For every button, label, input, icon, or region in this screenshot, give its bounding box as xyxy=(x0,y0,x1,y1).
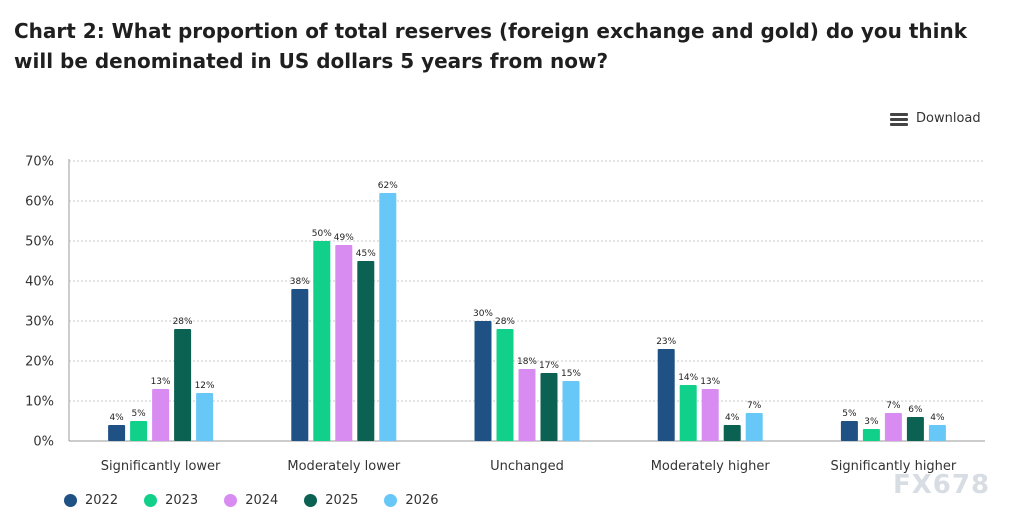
data-label: 14% xyxy=(678,373,698,383)
bar-2026-2 xyxy=(562,381,580,441)
legend-item-2025[interactable]: 2025 xyxy=(304,493,358,508)
download-button[interactable]: Download xyxy=(890,111,981,126)
legend-label: 2026 xyxy=(405,493,439,508)
chart-legend: 2022 2023 2024 2025 2026 xyxy=(64,493,438,508)
data-label: 13% xyxy=(700,377,720,387)
y-tick-label: 10% xyxy=(25,395,54,410)
data-label: 30% xyxy=(473,309,493,319)
data-label: 4% xyxy=(109,413,124,423)
data-label: 62% xyxy=(378,181,398,191)
legend-swatch xyxy=(384,494,398,507)
bar-2024-4 xyxy=(884,413,902,441)
data-label: 28% xyxy=(495,317,515,327)
data-label: 4% xyxy=(725,413,740,423)
bar-2025-3 xyxy=(723,425,741,441)
y-tick-label: 20% xyxy=(25,355,54,370)
legend-item-2023[interactable]: 2023 xyxy=(144,493,198,508)
legend-item-2022[interactable]: 2022 xyxy=(64,493,118,508)
bar-2024-3 xyxy=(701,389,719,441)
bar-2025-4 xyxy=(906,417,924,441)
bar-2022-0 xyxy=(108,425,126,441)
data-label: 18% xyxy=(517,357,537,367)
y-tick-label: 0% xyxy=(33,435,54,450)
data-label: 5% xyxy=(131,409,146,419)
data-label: 7% xyxy=(747,401,762,411)
bar-2022-3 xyxy=(657,349,675,441)
x-tick-label: Moderately lower xyxy=(287,459,400,474)
x-tick-label: Moderately higher xyxy=(651,459,771,474)
bar-2024-2 xyxy=(518,369,536,441)
bar-2024-0 xyxy=(152,389,170,441)
bar-2025-1 xyxy=(357,261,375,441)
legend-item-2026[interactable]: 2026 xyxy=(384,493,438,508)
legend-swatch xyxy=(304,494,318,507)
data-label: 5% xyxy=(842,409,857,419)
bar-2025-2 xyxy=(540,373,558,441)
data-label: 7% xyxy=(886,401,901,411)
bar-2022-2 xyxy=(474,321,492,441)
y-tick-label: 30% xyxy=(25,315,54,330)
bar-2023-1 xyxy=(313,241,331,441)
chart-title: Chart 2: What proportion of total reserv… xyxy=(14,19,968,73)
menu-icon xyxy=(890,112,908,126)
x-tick-label: Unchanged xyxy=(490,459,564,474)
bar-2026-4 xyxy=(928,425,946,441)
legend-label: 2022 xyxy=(85,493,119,508)
data-label: 49% xyxy=(334,233,354,243)
legend-label: 2023 xyxy=(165,493,199,508)
data-label: 3% xyxy=(864,417,879,427)
y-tick-label: 70% xyxy=(25,155,54,170)
bar-2022-1 xyxy=(291,289,309,441)
data-label: 17% xyxy=(539,361,559,371)
data-label: 6% xyxy=(908,405,923,415)
bar-2026-3 xyxy=(745,413,763,441)
legend-swatch xyxy=(224,494,238,507)
bar-2023-2 xyxy=(496,329,514,441)
data-label: 12% xyxy=(195,381,215,391)
data-label: 38% xyxy=(290,277,310,287)
download-label: Download xyxy=(916,111,981,126)
bar-2026-1 xyxy=(379,193,397,441)
y-tick-label: 60% xyxy=(25,195,54,210)
data-label: 23% xyxy=(656,337,676,347)
legend-item-2024[interactable]: 2024 xyxy=(224,493,278,508)
data-label: 4% xyxy=(930,413,945,423)
data-label: 28% xyxy=(173,317,193,327)
x-tick-label: Significantly higher xyxy=(831,459,957,474)
y-tick-label: 40% xyxy=(25,275,54,290)
bar-2025-0 xyxy=(174,329,192,441)
data-label: 13% xyxy=(151,377,171,387)
legend-label: 2025 xyxy=(325,493,359,508)
bar-2026-0 xyxy=(196,393,214,441)
data-label: 45% xyxy=(356,249,376,259)
bar-2023-4 xyxy=(862,429,880,441)
legend-swatch xyxy=(144,494,158,507)
bar-2023-3 xyxy=(679,385,697,441)
y-tick-label: 50% xyxy=(25,235,54,250)
x-tick-label: Significantly lower xyxy=(101,459,221,474)
data-label: 50% xyxy=(312,229,332,239)
legend-label: 2024 xyxy=(245,493,279,508)
data-label: 15% xyxy=(561,369,581,379)
legend-swatch xyxy=(64,494,77,507)
bar-2023-0 xyxy=(130,421,148,441)
bar-2024-1 xyxy=(335,245,353,441)
watermark: FX678 xyxy=(893,470,991,500)
bar-2022-4 xyxy=(840,421,858,441)
